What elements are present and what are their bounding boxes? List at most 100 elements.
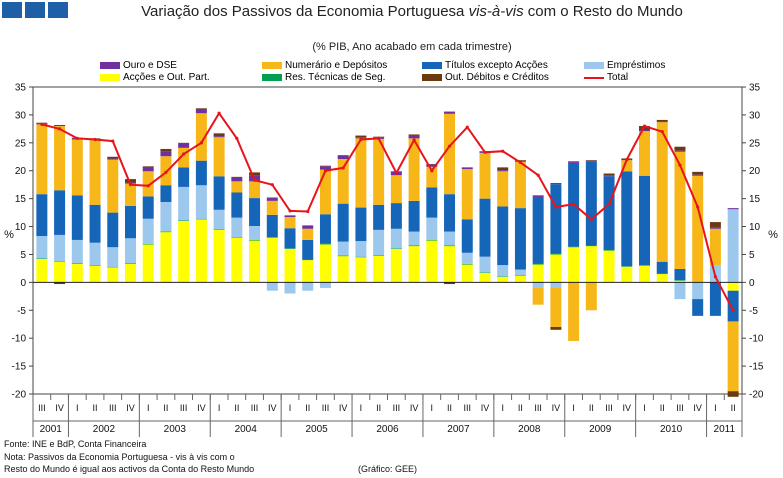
x-tick-label: I — [643, 403, 646, 413]
bar-emprestimos — [674, 282, 686, 300]
total-point — [341, 166, 345, 170]
total-point — [57, 127, 62, 131]
x-tick-label: IV — [481, 403, 490, 413]
bar-emprestimos — [124, 238, 136, 264]
bar-titulos — [284, 228, 296, 249]
bar-emprestimos — [195, 185, 207, 219]
total-point — [93, 137, 97, 142]
bar-ouro — [532, 195, 544, 197]
y-tick-label-left: 15 — [15, 194, 27, 205]
bar-ouro — [497, 170, 509, 172]
bar-emprestimos — [213, 209, 225, 230]
x-tick-label: I — [501, 403, 504, 413]
bar-out-debitos — [532, 195, 544, 196]
bar-accoes — [727, 282, 739, 291]
legend-label-emprestimos: Empréstimos — [607, 60, 666, 71]
bar-titulos — [319, 214, 331, 244]
bar-numerario — [195, 113, 207, 161]
bar-numerario — [266, 200, 278, 215]
bar-numerario — [71, 139, 83, 196]
total-point — [713, 275, 718, 279]
bar-titulos — [639, 175, 651, 266]
x-tick-label: IV — [268, 403, 277, 413]
total-point — [270, 183, 274, 187]
bar-out-debitos — [550, 327, 562, 330]
total-point — [554, 205, 558, 209]
y-tick-label-right: -5 — [749, 306, 758, 317]
bar-res-tecnicas — [390, 248, 402, 249]
bar-ouro — [461, 167, 473, 170]
plot-frame — [32, 86, 743, 395]
bar-out-debitos — [178, 142, 190, 144]
total-point — [235, 136, 239, 140]
bar-emprestimos — [373, 229, 385, 256]
legend-item-titulos: Títulos excepto Acções — [422, 60, 548, 71]
bar-numerario — [532, 287, 544, 305]
bar-emprestimos — [284, 282, 296, 294]
bar-accoes — [355, 257, 367, 283]
bar-titulos — [426, 187, 438, 218]
year-label: 2006 — [376, 424, 399, 435]
y-tick-label-right: 5 — [749, 250, 755, 261]
x-tick-label: II — [234, 403, 239, 413]
bar-titulos — [124, 205, 136, 239]
bar-emprestimos — [249, 225, 261, 240]
year-label: 2004 — [235, 424, 258, 435]
square-blocks-icon — [25, 2, 45, 18]
bar-titulos — [373, 204, 385, 230]
legend-label-titulos: Títulos excepto Acções — [445, 60, 548, 71]
total-line — [41, 111, 734, 311]
bar-accoes — [390, 248, 402, 283]
bar-out-debitos — [337, 155, 349, 156]
bar-accoes — [319, 244, 331, 283]
bar-numerario — [89, 140, 101, 205]
bar-accoes — [266, 237, 278, 283]
x-tick-label: I — [147, 403, 150, 413]
bar-out-debitos — [124, 179, 136, 183]
bar-res-tecnicas — [107, 266, 119, 268]
legend-label-ouro: Ouro e DSE — [123, 60, 177, 71]
bar-out-debitos — [142, 166, 154, 167]
bar-out-debitos — [444, 282, 456, 285]
bar-ouro — [231, 177, 243, 182]
bar-res-tecnicas — [89, 265, 101, 266]
bar-numerario — [497, 171, 509, 207]
bar-emprestimos — [319, 282, 331, 288]
bar-res-tecnicas — [231, 237, 243, 238]
bar-numerario — [54, 126, 66, 191]
bar-out-debitos — [692, 171, 704, 175]
bar-accoes — [461, 264, 473, 283]
footer-credit: (Gráfico: GEE) — [358, 464, 418, 474]
y-tick-label-left: 10 — [15, 222, 27, 233]
bar-ouro — [195, 108, 207, 114]
legend-swatch-numerario — [262, 62, 282, 69]
bar-out-debitos — [319, 165, 331, 167]
bar-titulos — [71, 195, 83, 240]
bar-accoes — [89, 265, 101, 283]
bar-ouro — [337, 155, 349, 160]
total-point — [75, 136, 79, 140]
bar-res-tecnicas — [621, 266, 633, 267]
bar-res-tecnicas — [568, 246, 580, 248]
x-tick-label: IV — [410, 403, 419, 413]
x-tick-label: III — [676, 403, 684, 413]
legend-label-res-tecnicas: Res. Técnicas de Seg. — [285, 72, 386, 83]
bar-res-tecnicas — [319, 243, 331, 245]
bar-res-tecnicas — [124, 263, 136, 264]
chart-subtitle: (% PIB, Ano acabado em cada trimestre) — [312, 41, 512, 53]
bar-emprestimos — [355, 241, 367, 257]
bar-res-tecnicas — [532, 263, 544, 265]
bar-res-tecnicas — [337, 255, 349, 257]
bar-ouro — [639, 129, 651, 132]
bar-emprestimos — [692, 282, 704, 300]
y-tick-label-left: 5 — [20, 250, 26, 261]
bar-emprestimos — [479, 256, 491, 273]
bar-accoes — [514, 275, 526, 283]
bar-titulos — [355, 207, 367, 242]
x-tick-label: II — [447, 403, 452, 413]
bar-ouro — [319, 166, 331, 170]
bar-ouro — [674, 150, 686, 152]
total-point — [501, 149, 505, 153]
bar-accoes — [249, 240, 261, 283]
bar-res-tecnicas — [284, 248, 296, 249]
